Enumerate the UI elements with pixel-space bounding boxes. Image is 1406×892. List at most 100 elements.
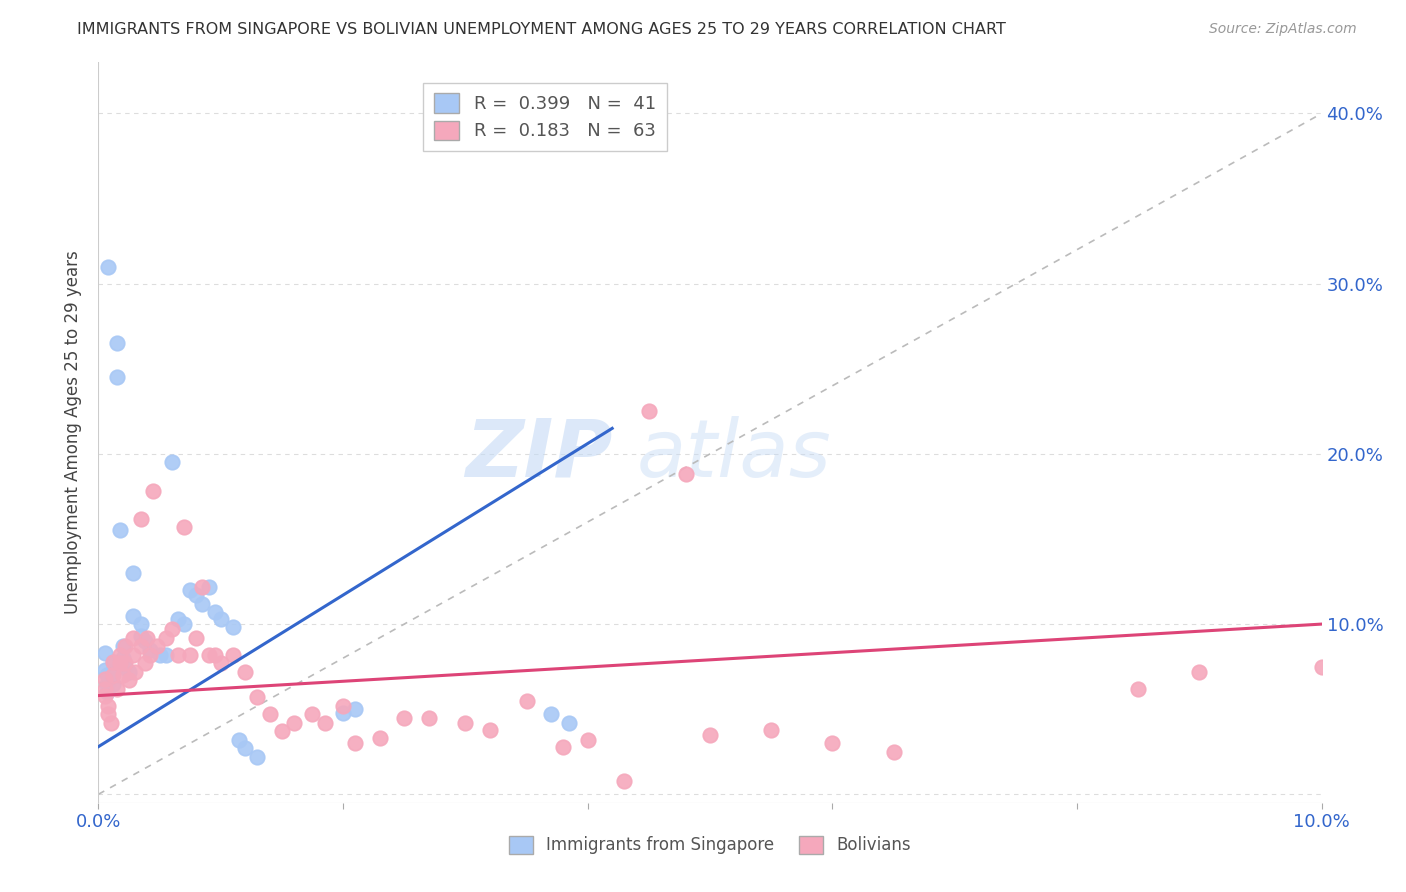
Point xyxy=(222,648,245,662)
Point xyxy=(129,617,152,632)
Point xyxy=(111,651,134,665)
Point xyxy=(418,711,440,725)
Y-axis label: Unemployment Among Ages 25 to 29 years: Unemployment Among Ages 25 to 29 years xyxy=(65,251,83,615)
Point xyxy=(121,566,143,580)
Point xyxy=(204,648,226,662)
Point xyxy=(558,715,581,730)
Point xyxy=(222,620,245,634)
Point xyxy=(155,631,177,645)
Point xyxy=(344,702,367,716)
Point xyxy=(246,749,269,764)
Point xyxy=(136,631,159,645)
Point xyxy=(167,648,190,662)
Point xyxy=(613,773,636,788)
Text: Source: ZipAtlas.com: Source: ZipAtlas.com xyxy=(1209,22,1357,37)
Point xyxy=(96,676,118,690)
Point xyxy=(101,676,124,690)
Point xyxy=(1188,665,1211,679)
Point xyxy=(97,698,120,713)
Point xyxy=(96,685,118,699)
Point xyxy=(101,665,124,679)
Point xyxy=(129,639,152,653)
Point xyxy=(173,617,195,632)
Point xyxy=(233,741,256,756)
Point xyxy=(97,707,120,722)
Point xyxy=(121,648,143,662)
Point xyxy=(93,663,115,677)
Point xyxy=(283,715,305,730)
Point xyxy=(105,681,128,696)
Point xyxy=(454,715,477,730)
Point xyxy=(233,665,256,679)
Point xyxy=(186,631,208,645)
Point xyxy=(114,657,136,671)
Point xyxy=(478,723,501,737)
Point xyxy=(209,612,232,626)
Point xyxy=(124,665,146,679)
Text: IMMIGRANTS FROM SINGAPORE VS BOLIVIAN UNEMPLOYMENT AMONG AGES 25 TO 29 YEARS COR: IMMIGRANTS FROM SINGAPORE VS BOLIVIAN UN… xyxy=(77,22,1007,37)
Point xyxy=(186,588,208,602)
Point xyxy=(93,681,115,696)
Point xyxy=(576,732,599,747)
Point xyxy=(101,668,124,682)
Point xyxy=(139,642,162,657)
Point xyxy=(93,689,115,703)
Point xyxy=(93,672,115,686)
Point xyxy=(821,736,844,750)
Point xyxy=(160,622,183,636)
Point xyxy=(314,715,336,730)
Point xyxy=(699,728,721,742)
Point xyxy=(301,707,323,722)
Point xyxy=(191,597,214,611)
Point xyxy=(134,634,156,648)
Point xyxy=(179,648,201,662)
Point xyxy=(344,736,367,750)
Point xyxy=(368,731,391,745)
Point xyxy=(101,655,124,669)
Point xyxy=(179,582,201,597)
Point xyxy=(516,694,538,708)
Point xyxy=(114,639,136,653)
Point xyxy=(121,631,143,645)
Point xyxy=(129,511,152,525)
Point xyxy=(637,404,661,418)
Point xyxy=(139,648,162,662)
Point xyxy=(111,668,134,682)
Point xyxy=(270,724,292,739)
Point xyxy=(114,659,136,673)
Point xyxy=(146,639,169,653)
Point xyxy=(883,745,905,759)
Point xyxy=(111,639,134,653)
Point xyxy=(191,580,214,594)
Point xyxy=(1128,681,1150,696)
Point xyxy=(118,673,141,688)
Point xyxy=(759,723,782,737)
Point xyxy=(1310,659,1333,673)
Point xyxy=(96,668,118,682)
Point xyxy=(332,706,354,720)
Point xyxy=(149,648,172,662)
Point xyxy=(101,655,124,669)
Point xyxy=(204,605,226,619)
Point xyxy=(160,455,183,469)
Legend: Immigrants from Singapore, Bolivians: Immigrants from Singapore, Bolivians xyxy=(503,829,917,861)
Point xyxy=(105,370,128,384)
Point xyxy=(392,711,416,725)
Point xyxy=(100,715,122,730)
Point xyxy=(246,690,269,705)
Point xyxy=(228,732,250,747)
Point xyxy=(675,467,697,482)
Point xyxy=(110,657,132,671)
Point xyxy=(259,707,281,722)
Point xyxy=(110,524,132,538)
Text: atlas: atlas xyxy=(637,416,831,494)
Point xyxy=(134,657,156,671)
Point xyxy=(93,646,115,660)
Point xyxy=(105,336,128,351)
Point xyxy=(121,608,143,623)
Point xyxy=(110,648,132,662)
Point xyxy=(97,260,120,274)
Text: ZIP: ZIP xyxy=(465,416,612,494)
Point xyxy=(332,698,354,713)
Point xyxy=(167,612,190,626)
